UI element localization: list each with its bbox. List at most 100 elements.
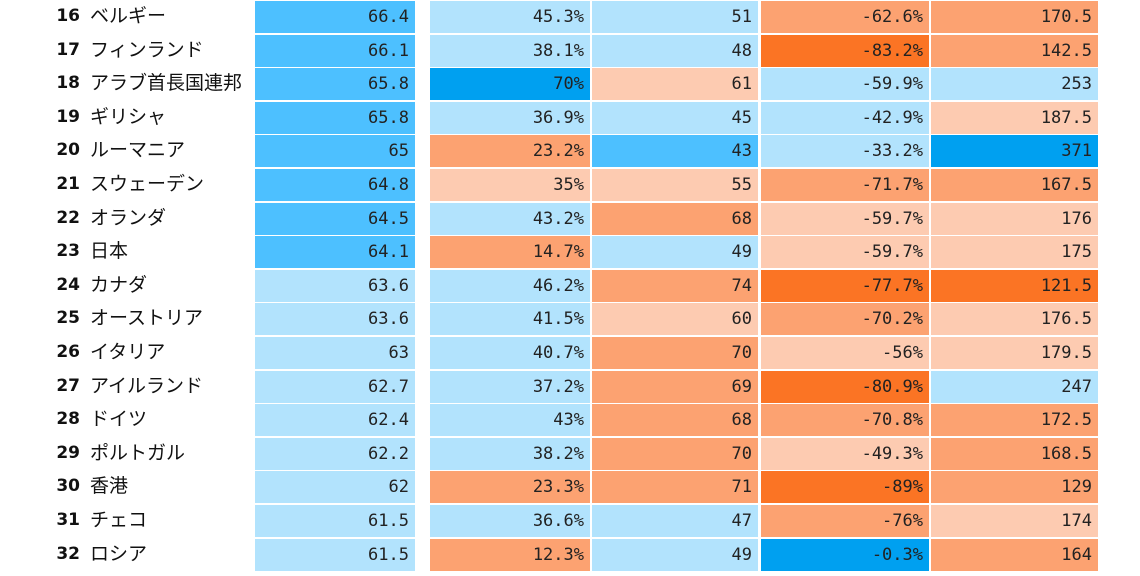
value-cell-col-5: 179.5	[931, 337, 1098, 369]
value-cell-col-2: 23.3%	[430, 471, 590, 504]
value-cell-col-1: 66.4	[255, 1, 415, 33]
value-cell-col-4: -80.9%	[761, 370, 929, 403]
table-row: 25 オーストリア 63.6 41.5% 60 -70.2% 176.5	[0, 302, 1140, 336]
value-cell-col-2: 36.9%	[430, 101, 590, 134]
value-cell-col-1: 63.6	[255, 303, 415, 336]
value-cell-col-4: -49.3%	[761, 437, 929, 470]
country-name: チェコ	[90, 509, 148, 531]
value-cell-col-3: 49	[592, 538, 758, 571]
value-cell-col-5: 170.5	[931, 1, 1098, 33]
value-cell-col-3: 49	[592, 236, 758, 269]
value-cell-col-1: 65.8	[255, 101, 415, 134]
value-cell-col-2: 45.3%	[430, 1, 590, 33]
value-cell-col-2: 23.2%	[430, 135, 590, 168]
value-cell-col-5: 129	[931, 471, 1098, 504]
value-cell-col-3: 71	[592, 471, 758, 504]
value-cell-col-3: 70	[592, 437, 758, 470]
value-cell-col-5: 167.5	[931, 169, 1098, 201]
value-cell-col-3: 55	[592, 169, 758, 201]
rank-label: 19	[56, 106, 80, 127]
table-row: 22 オランダ 64.5 43.2% 68 -59.7% 176	[0, 202, 1140, 236]
value-cell-col-3: 51	[592, 1, 758, 33]
value-cell-col-1: 62.2	[255, 437, 415, 470]
rank-label: 30	[56, 476, 80, 497]
value-cell-col-3: 74	[592, 269, 758, 302]
country-name: ギリシャ	[90, 105, 167, 128]
value-cell-col-3: 69	[592, 370, 758, 403]
value-cell-col-1: 62.7	[255, 370, 415, 403]
value-cell-col-5: 187.5	[931, 101, 1098, 134]
value-cell-col-2: 36.6%	[430, 505, 590, 537]
value-cell-col-5: 247	[931, 370, 1098, 403]
value-cell-col-3: 45	[592, 101, 758, 134]
table-row: 32 ロシア 61.5 12.3% 49 -0.3% 164	[0, 538, 1140, 572]
value-cell-col-4: -76%	[761, 505, 929, 537]
rank-label: 22	[56, 207, 80, 228]
table-row: 17 フィンランド 66.1 38.1% 48 -83.2% 142.5	[0, 34, 1140, 68]
value-cell-col-5: 175	[931, 236, 1098, 269]
rank-label: 25	[56, 308, 80, 329]
rank-label: 31	[56, 510, 80, 530]
value-cell-col-2: 43%	[430, 404, 590, 437]
value-cell-col-1: 62	[255, 471, 415, 504]
value-cell-col-4: -70.8%	[761, 404, 929, 437]
table-row: 26 イタリア 63 40.7% 70 -56% 179.5	[0, 336, 1140, 370]
value-cell-col-3: 70	[592, 337, 758, 369]
value-cell-col-5: 121.5	[931, 269, 1098, 302]
value-cell-col-1: 63	[255, 337, 415, 369]
value-cell-col-2: 46.2%	[430, 269, 590, 302]
value-cell-col-3: 47	[592, 505, 758, 537]
country-name: フィンランド	[90, 38, 204, 61]
table-row: 19 ギリシャ 65.8 36.9% 45 -42.9% 187.5	[0, 101, 1140, 135]
value-cell-col-2: 12.3%	[430, 538, 590, 571]
value-cell-col-1: 65.8	[255, 68, 415, 101]
country-name: ポルトガル	[90, 441, 186, 464]
value-cell-col-5: 253	[931, 68, 1098, 101]
table-row: 30 香港 62 23.3% 71 -89% 129	[0, 470, 1140, 504]
value-cell-col-3: 43	[592, 135, 758, 168]
value-cell-col-4: -56%	[761, 337, 929, 369]
value-cell-col-2: 37.2%	[430, 370, 590, 403]
rank-label: 32	[56, 543, 80, 564]
value-cell-col-5: 164	[931, 538, 1098, 571]
value-cell-col-2: 43.2%	[430, 202, 590, 235]
country-name: イタリア	[90, 341, 166, 363]
value-cell-col-1: 61.5	[255, 538, 415, 571]
value-cell-col-2: 14.7%	[430, 236, 590, 269]
value-cell-col-3: 48	[592, 34, 758, 67]
value-cell-col-1: 64.1	[255, 236, 415, 269]
value-cell-col-2: 35%	[430, 169, 590, 201]
value-cell-col-4: -77.7%	[761, 269, 929, 302]
value-cell-col-1: 64.8	[255, 169, 415, 201]
value-cell-col-2: 38.2%	[430, 437, 590, 470]
table-row: 31 チェコ 61.5 36.6% 47 -76% 174	[0, 504, 1140, 538]
value-cell-col-3: 68	[592, 202, 758, 235]
table-row: 21 スウェーデン 64.8 35% 55 -71.7% 167.5	[0, 168, 1140, 202]
country-name: オーストリア	[90, 307, 204, 330]
value-cell-col-2: 40.7%	[430, 337, 590, 369]
value-cell-col-2: 41.5%	[430, 303, 590, 336]
table-row: 23 日本 64.1 14.7% 49 -59.7% 175	[0, 235, 1140, 269]
value-cell-col-1: 65	[255, 135, 415, 168]
value-cell-col-5: 176	[931, 202, 1098, 235]
rank-label: 20	[56, 140, 80, 161]
value-cell-col-2: 38.1%	[430, 34, 590, 67]
rank-label: 16	[56, 6, 80, 26]
country-name: アイルランド	[90, 374, 204, 397]
table-row: 24 カナダ 63.6 46.2% 74 -77.7% 121.5	[0, 269, 1140, 303]
value-cell-col-1: 64.5	[255, 202, 415, 235]
rank-label: 17	[56, 39, 80, 60]
rank-label: 24	[56, 274, 80, 295]
value-cell-col-4: -71.7%	[761, 169, 929, 201]
country-name: オランダ	[90, 206, 167, 229]
table-row: 18 アラブ首長国連邦 65.8 70% 61 -59.9% 253	[0, 67, 1140, 101]
value-cell-col-3: 60	[592, 303, 758, 336]
value-cell-col-4: -59.7%	[761, 236, 929, 269]
country-name: ルーマニア	[90, 139, 186, 162]
country-name: カナダ	[90, 273, 148, 296]
country-name: ドイツ	[90, 408, 148, 431]
value-cell-col-4: -42.9%	[761, 101, 929, 134]
value-cell-col-1: 63.6	[255, 269, 415, 302]
rank-label: 28	[56, 409, 80, 430]
